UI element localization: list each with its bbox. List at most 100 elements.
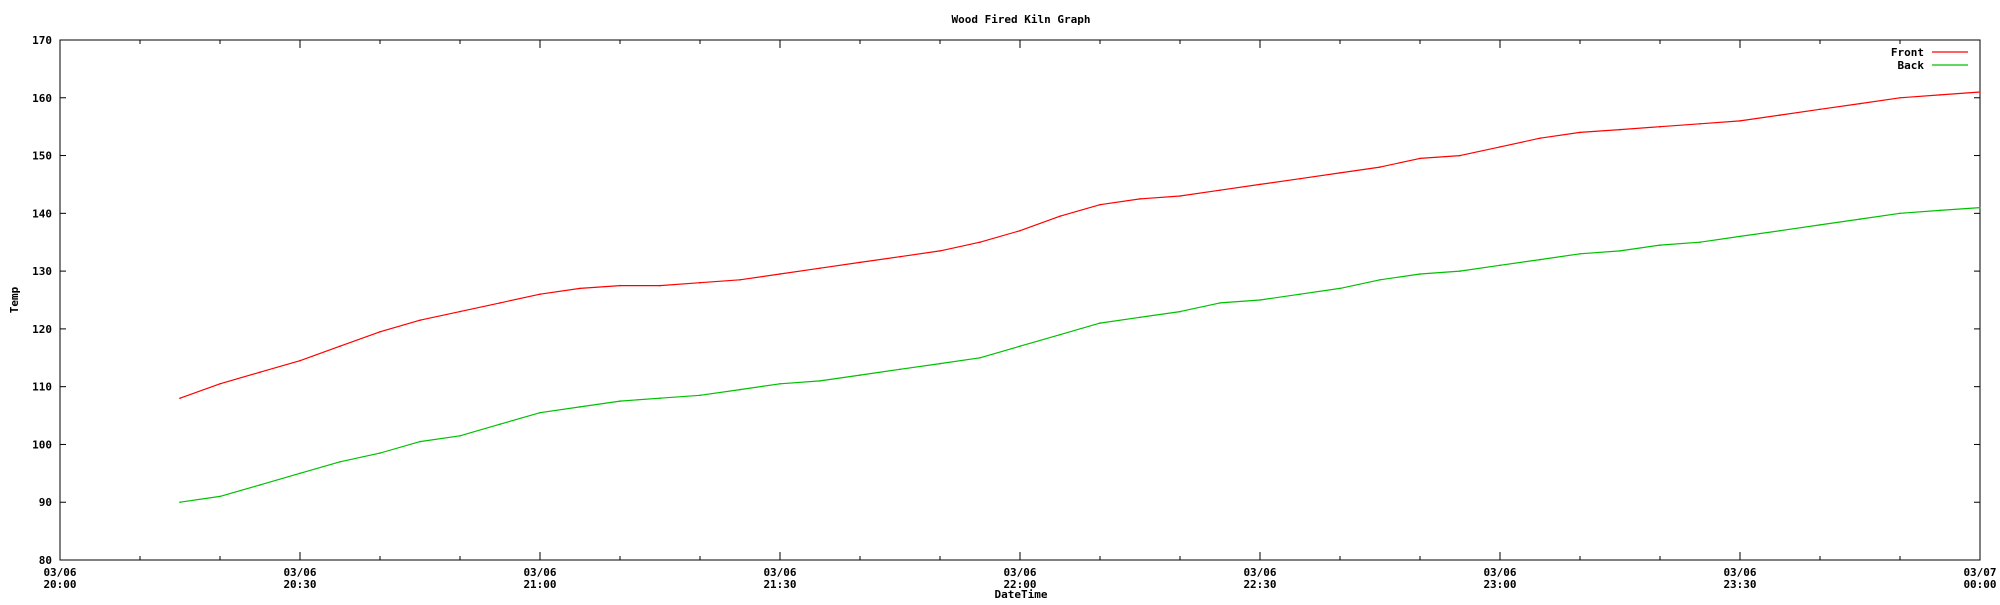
data-point [219,495,221,498]
data-point [1979,206,1981,209]
data-point [699,281,701,284]
legend-label-back: Back [1898,59,1925,72]
data-point [1059,215,1061,217]
data-point [1099,322,1101,324]
data-point [1699,241,1701,243]
data-point [939,250,941,252]
data-point [1619,250,1621,252]
data-point [499,302,501,304]
data-point [1059,333,1061,336]
data-point [819,380,821,382]
data-point [939,362,941,365]
legend-label-front: Front [1891,46,1924,59]
series-points-front [179,91,1981,400]
data-point [1819,108,1821,111]
data-point [779,273,781,275]
x-tick-label-date: 03/06 [763,566,796,579]
data-point [1419,273,1421,275]
data-point [1779,114,1781,116]
data-point [339,461,341,463]
y-axis-label: Temp [8,286,21,313]
data-point [1459,270,1461,272]
x-tick-label-time: 23:30 [1723,578,1756,591]
data-point [219,383,221,385]
data-point [459,310,461,313]
data-point [1539,137,1541,139]
data-point [1619,128,1621,131]
y-axis: 80 90 100 110 120 130 140 150 160 170 [32,34,1980,567]
series-line-back [179,207,1981,503]
data-point [979,241,981,243]
x-tick-label-date: 03/06 [283,566,316,579]
data-point [1179,195,1181,197]
data-point [1219,189,1221,191]
data-point [579,287,581,290]
data-point [1339,172,1341,174]
x-tick-label-time: 21:00 [523,578,556,591]
data-point [1739,120,1741,122]
x-tick-label-time: 22:30 [1243,578,1276,591]
data-point [739,388,741,391]
data-point [1979,91,1981,93]
data-point [1659,125,1661,128]
y-tick-label: 150 [32,150,52,163]
data-point [1499,146,1501,148]
y-tick-label: 100 [32,438,52,451]
data-point [1659,244,1661,246]
data-point [379,452,381,454]
data-point [1099,203,1101,206]
data-point [1299,293,1301,296]
data-point [1259,299,1261,301]
series-points-back [179,206,1981,504]
data-point [259,484,261,486]
y-tick-label: 160 [32,92,52,105]
data-point [739,279,741,281]
data-point [979,357,981,359]
y-tick-label: 130 [32,265,52,278]
data-point [859,374,861,376]
x-tick-label-time: 21:30 [763,578,796,591]
data-point [619,400,621,402]
data-point [779,383,781,385]
data-point [539,411,541,414]
series-layer [179,91,1981,504]
x-tick-label-date: 03/06 [43,566,76,579]
data-point [1899,212,1901,215]
data-point [1339,287,1341,290]
data-point [1739,235,1741,238]
data-point [539,293,541,296]
data-point [1299,177,1301,180]
data-point [579,406,581,408]
data-point [179,397,181,400]
series-line-front [179,91,1981,399]
data-point [1699,123,1701,125]
x-tick-label-date: 03/06 [1723,566,1756,579]
data-point [699,394,701,397]
y-tick-label: 140 [32,207,52,220]
data-point [459,435,461,437]
x-tick-label-date: 03/06 [1003,566,1036,579]
data-point [1779,229,1781,232]
data-point [819,267,821,270]
data-point [1019,229,1021,232]
x-tick-label-date: 03/06 [523,566,556,579]
data-point [1899,97,1901,99]
data-point [339,345,341,348]
x-tick-label-time: 20:30 [283,578,316,591]
x-tick-label-date: 03/06 [1243,566,1276,579]
x-tick-label-time: 20:00 [43,578,76,591]
y-tick-label: 90 [39,496,52,509]
data-point [619,284,621,287]
x-tick-label-date: 03/07 [1963,566,1996,579]
data-point [1859,102,1861,105]
x-tick-label-time: 22:00 [1003,578,1036,591]
data-point [299,359,301,362]
data-point [379,331,381,333]
plot-border [59,39,1981,561]
data-point [1539,258,1541,261]
data-point [1939,209,1941,212]
data-point [419,440,421,443]
